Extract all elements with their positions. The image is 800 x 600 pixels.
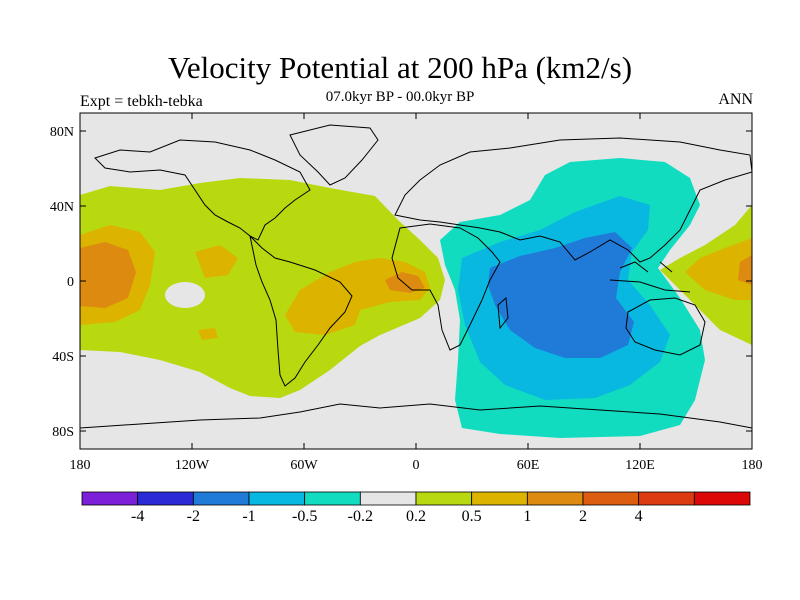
colorbar-swatch bbox=[192, 491, 250, 506]
y-tick-label: 80N bbox=[50, 125, 74, 140]
colorbar-swatch bbox=[526, 491, 584, 506]
x-tick-label: 60E bbox=[517, 458, 540, 473]
coastlines bbox=[80, 124, 752, 429]
page-title: Velocity Potential at 200 hPa (km2/s) bbox=[167, 50, 633, 85]
coastline-maritime-continent bbox=[609, 261, 691, 293]
x-tick-label: 0 bbox=[413, 458, 420, 473]
coastline-north-america bbox=[94, 139, 311, 241]
coastline-eurasia bbox=[394, 137, 752, 263]
contour-positive-1-west-pacific bbox=[738, 255, 752, 285]
contour-positive-1-africa bbox=[385, 272, 425, 293]
coastline-antarctica bbox=[80, 403, 752, 429]
x-tick-label: 120E bbox=[625, 458, 655, 473]
colorbar-swatch bbox=[471, 491, 528, 506]
contour-positive-1-central-pacific bbox=[80, 242, 136, 308]
coastline-africa bbox=[391, 223, 501, 351]
colorbar-label: 4 bbox=[635, 508, 643, 525]
colorbar-label: -4 bbox=[131, 508, 144, 525]
y-tick-label: 40N bbox=[50, 200, 74, 215]
colorbar-label: -0.5 bbox=[292, 508, 317, 525]
contour-positive-0.5-eastern-pacific bbox=[195, 245, 238, 278]
contour-field bbox=[80, 158, 752, 438]
axis-ticks bbox=[79, 113, 753, 449]
contour-neutral-pacific-hole bbox=[165, 282, 205, 308]
colorbar-swatch bbox=[359, 491, 417, 506]
colorbar-swatch bbox=[137, 491, 194, 506]
contour-positive-0.5-west-pacific bbox=[685, 238, 752, 300]
y-tick-label: 0 bbox=[67, 275, 74, 290]
colorbar: -4 -2 -1 -0.5 -0.2 0.2 0.5 1 2 4 bbox=[81, 491, 751, 525]
coastline-madagascar bbox=[497, 296, 509, 330]
colorbar-swatch bbox=[81, 491, 139, 506]
colorbar-swatch bbox=[415, 491, 473, 506]
colorbar-label: -1 bbox=[242, 508, 255, 525]
x-tick-label: 180 bbox=[70, 458, 91, 473]
period-subtitle: 07.0kyr BP - 00.0kyr BP bbox=[325, 89, 475, 105]
colorbar-swatch bbox=[638, 491, 695, 506]
coastline-australia bbox=[625, 297, 706, 356]
coastline-south-america bbox=[249, 234, 353, 387]
y-tick-label: 80S bbox=[52, 425, 74, 440]
x-tick-label: 120W bbox=[175, 458, 210, 473]
colorbar-swatch bbox=[304, 491, 361, 506]
contour-positive-0.5-south-pacific bbox=[198, 328, 218, 340]
contour-negative-1 bbox=[488, 232, 634, 358]
season-label: ANN bbox=[718, 91, 753, 108]
colorbar-swatch bbox=[248, 491, 306, 506]
colorbar-label: -2 bbox=[187, 508, 200, 525]
y-tick-label: 40S bbox=[52, 350, 74, 365]
colorbar-label: 0.2 bbox=[406, 508, 426, 525]
axis-labels: 80N 40N 0 40S 80S 180 120W 60W 0 60E 120E 180 bbox=[50, 125, 763, 473]
colorbar-label: 0.5 bbox=[462, 508, 482, 525]
colorbar-label: 2 bbox=[579, 508, 587, 525]
x-tick-label: 60W bbox=[290, 458, 318, 473]
x-tick-label: 180 bbox=[742, 458, 763, 473]
colorbar-label: -0.2 bbox=[348, 508, 373, 525]
experiment-label: Expt = tebkh-tebka bbox=[80, 93, 203, 110]
coastline-greenland bbox=[289, 124, 379, 186]
colorbar-swatch bbox=[582, 491, 640, 506]
colorbar-label: 1 bbox=[523, 508, 531, 525]
contour-positive-0.2 bbox=[80, 178, 445, 398]
colorbar-swatch bbox=[693, 491, 751, 506]
